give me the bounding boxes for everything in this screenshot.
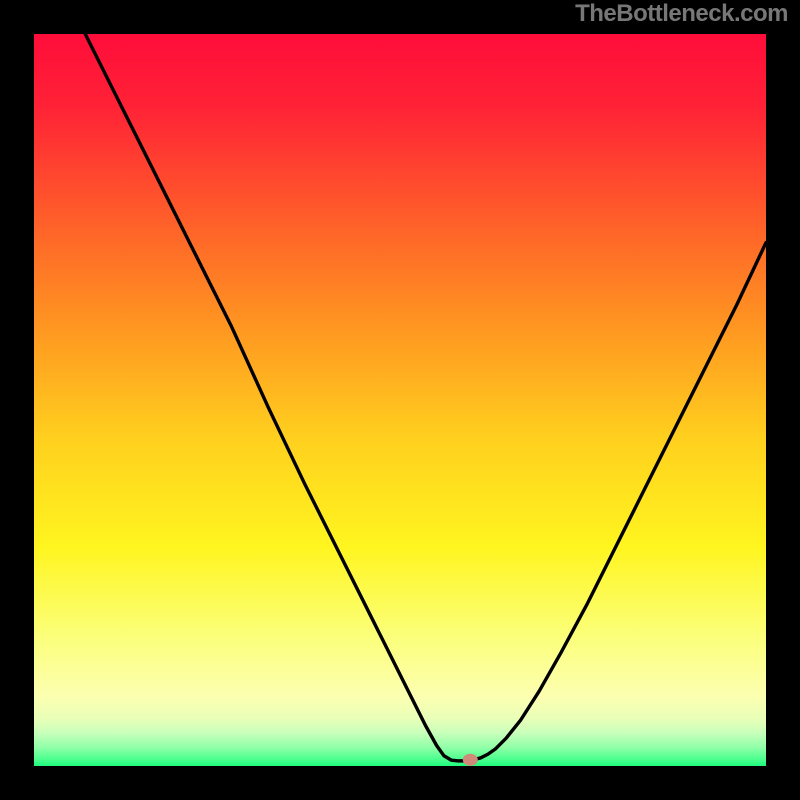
optimal-point-marker	[463, 754, 478, 766]
plot-background	[34, 34, 766, 766]
bottleneck-chart	[0, 0, 800, 800]
attribution-watermark: TheBottleneck.com	[575, 0, 788, 28]
